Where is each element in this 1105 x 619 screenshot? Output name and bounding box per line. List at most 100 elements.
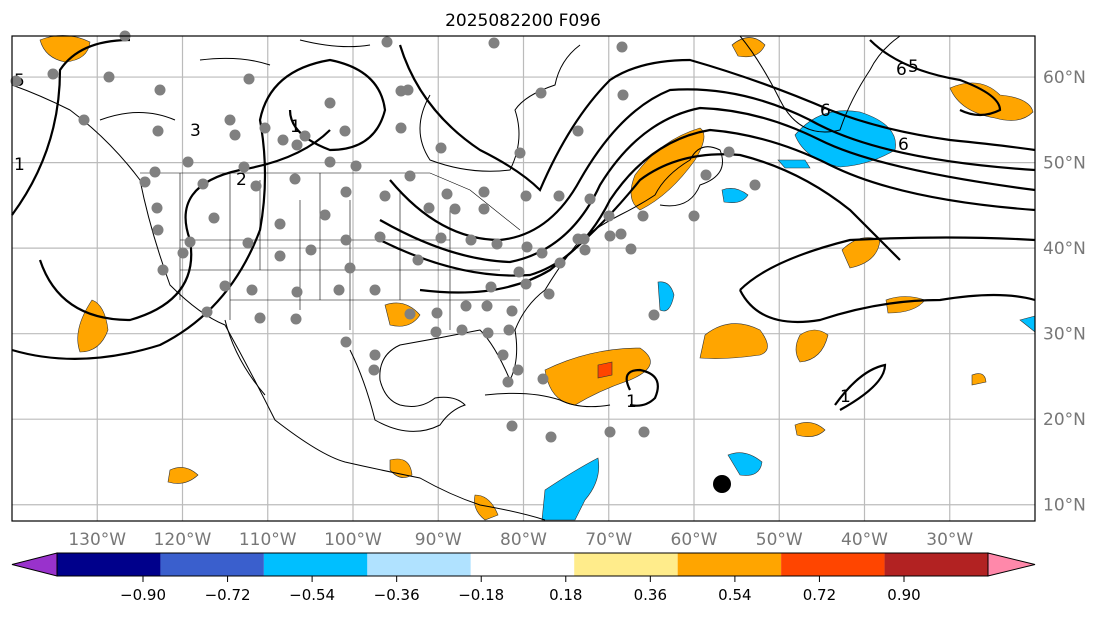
positive-anomaly — [885, 296, 926, 314]
positive-anomaly — [699, 323, 768, 359]
coastlines — [11, 35, 901, 521]
station-dot — [381, 36, 393, 48]
longitude-label: 50°W — [756, 530, 803, 550]
station-dot — [319, 209, 331, 221]
station-dot — [423, 202, 435, 214]
station-dot — [229, 129, 241, 141]
colorbar-segment — [470, 553, 575, 576]
station-dot — [274, 218, 286, 230]
colorbar-tick-label: −0.36 — [374, 586, 420, 604]
shaded-regions — [39, 35, 1036, 521]
longitude-label: 60°W — [671, 530, 718, 550]
station-dot — [201, 306, 213, 318]
negative-anomaly — [657, 281, 675, 312]
station-dot — [572, 233, 584, 245]
station-dot — [369, 284, 381, 296]
station-dot — [545, 431, 557, 443]
station-dot — [151, 202, 163, 214]
station-markers — [10, 30, 761, 443]
station-dot — [404, 170, 416, 182]
station-dot — [78, 114, 90, 126]
station-dot — [723, 146, 735, 158]
colorbar-segment — [57, 553, 161, 576]
colorbar-segment — [574, 553, 678, 576]
colorbar-tick-label: −0.72 — [205, 586, 251, 604]
station-dot — [149, 166, 161, 178]
longitude-label: 100°W — [324, 530, 382, 550]
station-dot — [481, 300, 493, 312]
colorbar-segment — [263, 553, 368, 576]
station-dot — [456, 324, 468, 336]
station-dot — [521, 241, 533, 253]
station-dot — [277, 134, 289, 146]
station-dot — [603, 210, 615, 222]
longitude-label: 80°W — [500, 530, 547, 550]
negative-anomaly — [727, 452, 763, 476]
station-dot — [506, 305, 518, 317]
station-dot — [242, 237, 254, 249]
latitude-label: 60°N — [1043, 68, 1086, 88]
station-dot — [243, 73, 255, 85]
colorbar-tick-label: 0.18 — [549, 586, 582, 604]
colorbar-tick-label: −0.18 — [458, 586, 504, 604]
station-dot — [10, 75, 22, 87]
colorbar-segment — [677, 553, 782, 576]
station-dot — [478, 186, 490, 198]
colorbar-extend-low — [11, 552, 58, 577]
colorbar-outline — [56, 552, 989, 577]
contour-label: 6 — [896, 60, 907, 80]
station-dot — [182, 156, 194, 168]
latitude-label: 30°N — [1043, 325, 1086, 345]
positive-anomaly — [841, 237, 881, 269]
station-dot — [139, 176, 151, 188]
station-dot — [514, 147, 526, 159]
latitude-label: 50°N — [1043, 154, 1086, 174]
station-dot — [512, 364, 524, 376]
station-dot — [289, 173, 301, 185]
station-dot — [395, 122, 407, 134]
station-dot — [503, 324, 515, 336]
station-dot — [465, 234, 477, 246]
station-dot — [340, 186, 352, 198]
station-dot — [324, 156, 336, 168]
station-dot — [482, 327, 494, 339]
station-dot — [584, 193, 596, 205]
strong-positive-anomaly — [597, 361, 613, 379]
station-dot — [152, 224, 164, 236]
station-dot — [340, 234, 352, 246]
colorbar: −0.90 −0.72 −0.54 −0.36 −0.18 0.18 0.36 0.54 0.7… — [11, 552, 1036, 604]
station-dot — [177, 247, 189, 259]
station-dot — [402, 84, 414, 96]
station-dot — [154, 84, 166, 96]
station-dot — [502, 376, 514, 388]
station-dot — [259, 122, 271, 134]
station-dot — [333, 284, 345, 296]
station-dot — [520, 190, 532, 202]
station-dot — [291, 139, 303, 151]
station-dot — [246, 284, 258, 296]
station-dot — [157, 264, 169, 276]
station-dot — [250, 180, 262, 192]
longitude-label: 40°W — [841, 530, 888, 550]
station-dot — [497, 349, 509, 361]
station-dot — [339, 125, 351, 137]
station-dot — [299, 130, 311, 142]
station-dot — [648, 309, 660, 321]
contour-label: 5 — [908, 57, 919, 77]
station-dot — [572, 125, 584, 137]
colorbar-tick-label: 0.72 — [803, 586, 836, 604]
station-dot — [435, 232, 447, 244]
station-dot — [604, 230, 616, 242]
station-dot — [615, 228, 627, 240]
contour-label: 1 — [840, 387, 851, 407]
storm-center-marker — [713, 475, 731, 493]
negative-anomaly — [777, 159, 811, 169]
longitude-labels: 130°W 120°W 110°W 100°W 90°W 80°W 70°W 60°W 50°W… — [68, 530, 973, 550]
colorbar-tick-label: −0.54 — [289, 586, 335, 604]
colorbar-tick-label: 0.54 — [718, 586, 751, 604]
longitude-label: 90°W — [415, 530, 462, 550]
station-dot — [535, 87, 547, 99]
longitude-label: 130°W — [68, 530, 126, 550]
